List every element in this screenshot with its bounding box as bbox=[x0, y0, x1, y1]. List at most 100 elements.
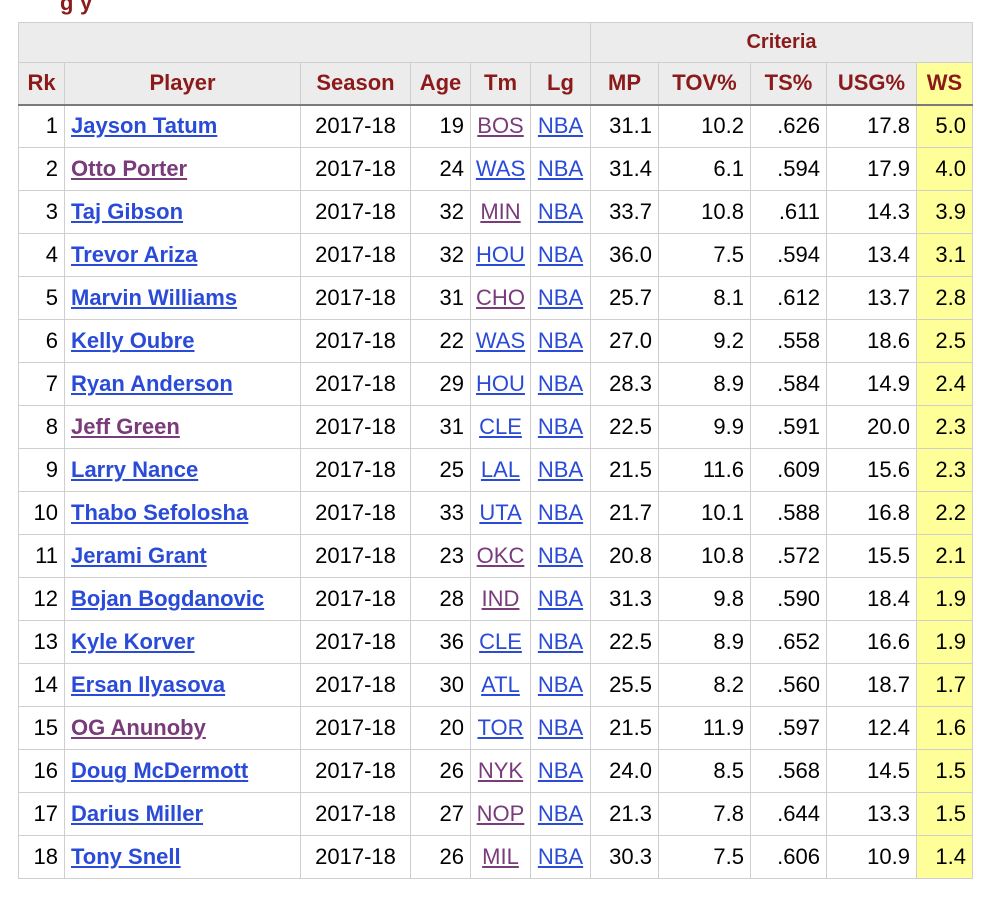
column-header-lg[interactable]: Lg bbox=[530, 62, 591, 106]
league-link[interactable]: NBA bbox=[537, 543, 584, 568]
season-cell: 2017-18 bbox=[300, 362, 411, 406]
tov-pct-cell: 9.2 bbox=[658, 319, 751, 363]
league-cell: NBA bbox=[530, 491, 591, 535]
column-header-tov-pct[interactable]: TOV% bbox=[658, 62, 751, 106]
player-link[interactable]: Ersan Ilyasova bbox=[71, 672, 226, 697]
team-link[interactable]: MIN bbox=[480, 199, 521, 224]
league-link[interactable]: NBA bbox=[537, 199, 584, 224]
player-cell: Tony Snell bbox=[64, 835, 301, 879]
league-cell: NBA bbox=[530, 104, 591, 148]
column-header-ts-pct[interactable]: TS% bbox=[750, 62, 827, 106]
league-link[interactable]: NBA bbox=[537, 758, 584, 783]
team-link[interactable]: HOU bbox=[476, 242, 525, 267]
season-cell: 2017-18 bbox=[300, 276, 411, 320]
rank-cell: 12 bbox=[18, 577, 65, 621]
team-link[interactable]: CHO bbox=[476, 285, 525, 310]
ts-pct-cell: .597 bbox=[750, 706, 827, 750]
player-link[interactable]: OG Anunoby bbox=[71, 715, 206, 740]
column-header-season[interactable]: Season bbox=[300, 62, 411, 106]
mp-cell: 31.3 bbox=[590, 577, 659, 621]
usg-pct-cell: 16.6 bbox=[826, 620, 917, 664]
player-link[interactable]: Thabo Sefolosha bbox=[71, 500, 249, 525]
player-link[interactable]: Larry Nance bbox=[71, 457, 199, 482]
tov-pct-cell: 6.1 bbox=[658, 147, 751, 191]
overheader-blank bbox=[18, 22, 591, 63]
league-link[interactable]: NBA bbox=[537, 242, 584, 267]
team-link[interactable]: OKC bbox=[476, 543, 525, 568]
usg-pct-cell: 14.3 bbox=[826, 190, 917, 234]
team-cell: LAL bbox=[470, 448, 531, 492]
rank-cell: 8 bbox=[18, 405, 65, 449]
league-link[interactable]: NBA bbox=[537, 457, 584, 482]
team-cell: OKC bbox=[470, 534, 531, 578]
player-link[interactable]: Jayson Tatum bbox=[71, 113, 218, 139]
team-link[interactable]: TOR bbox=[477, 715, 524, 740]
league-link[interactable]: NBA bbox=[537, 285, 584, 310]
column-header-usg-pct[interactable]: USG% bbox=[826, 62, 917, 106]
player-link[interactable]: Marvin Williams bbox=[71, 285, 238, 310]
ws-cell: 1.6 bbox=[916, 706, 973, 750]
league-link[interactable]: NBA bbox=[537, 113, 584, 139]
league-link[interactable]: NBA bbox=[537, 500, 584, 525]
column-header-ws[interactable]: WS bbox=[916, 62, 973, 106]
player-link[interactable]: Jeff Green bbox=[71, 414, 180, 439]
player-link[interactable]: Kyle Korver bbox=[71, 629, 195, 654]
team-link[interactable]: NOP bbox=[476, 801, 525, 826]
player-link[interactable]: Taj Gibson bbox=[71, 199, 184, 224]
league-cell: NBA bbox=[530, 405, 591, 449]
player-link[interactable]: Kelly Oubre bbox=[71, 328, 195, 353]
age-cell: 31 bbox=[410, 405, 471, 449]
team-link[interactable]: WAS bbox=[475, 328, 526, 353]
team-link[interactable]: LAL bbox=[480, 457, 521, 482]
ts-pct-cell: .584 bbox=[750, 362, 827, 406]
column-header-rk[interactable]: Rk bbox=[18, 62, 65, 106]
team-link[interactable]: UTA bbox=[479, 500, 522, 525]
usg-pct-cell: 17.9 bbox=[826, 147, 917, 191]
age-cell: 31 bbox=[410, 276, 471, 320]
team-cell: CLE bbox=[470, 620, 531, 664]
mp-cell: 31.4 bbox=[590, 147, 659, 191]
rank-cell: 1 bbox=[18, 104, 65, 148]
column-header-age[interactable]: Age bbox=[410, 62, 471, 106]
team-link[interactable]: CLE bbox=[479, 629, 522, 654]
player-link[interactable]: Jerami Grant bbox=[71, 543, 207, 568]
team-link[interactable]: WAS bbox=[475, 156, 526, 181]
league-link[interactable]: NBA bbox=[537, 672, 584, 697]
league-link[interactable]: NBA bbox=[537, 586, 584, 611]
team-cell: NOP bbox=[470, 792, 531, 836]
table-row: 8 Jeff Green 2017-18 31 CLE NBA 22.5 9.9.591 20.… bbox=[18, 405, 973, 449]
player-link[interactable]: Darius Miller bbox=[71, 801, 204, 826]
ts-pct-cell: .644 bbox=[750, 792, 827, 836]
rank-cell: 16 bbox=[18, 749, 65, 793]
player-link[interactable]: Ryan Anderson bbox=[71, 371, 233, 396]
league-link[interactable]: NBA bbox=[537, 629, 584, 654]
table-row: 14 Ersan Ilyasova 2017-18 30 ATL NBA 25.5 8.2.5… bbox=[18, 663, 973, 707]
season-cell: 2017-18 bbox=[300, 620, 411, 664]
team-link[interactable]: HOU bbox=[476, 371, 525, 396]
league-link[interactable]: NBA bbox=[537, 844, 584, 869]
player-link[interactable]: Tony Snell bbox=[71, 844, 181, 869]
league-link[interactable]: NBA bbox=[537, 715, 584, 740]
column-header-mp[interactable]: MP bbox=[590, 62, 659, 106]
ws-cell: 5.0 bbox=[916, 104, 973, 148]
league-link[interactable]: NBA bbox=[537, 801, 584, 826]
team-link[interactable]: CLE bbox=[479, 414, 522, 439]
player-link[interactable]: Bojan Bogdanovic bbox=[71, 586, 265, 611]
column-header-player[interactable]: Player bbox=[64, 62, 301, 106]
player-link[interactable]: Otto Porter bbox=[71, 156, 188, 181]
league-link[interactable]: NBA bbox=[537, 328, 584, 353]
team-link[interactable]: MIL bbox=[482, 844, 519, 869]
team-link[interactable]: IND bbox=[481, 586, 520, 611]
column-header-tm[interactable]: Tm bbox=[470, 62, 531, 106]
league-link[interactable]: NBA bbox=[537, 156, 584, 181]
player-link[interactable]: Trevor Ariza bbox=[71, 242, 198, 267]
mp-cell: 25.5 bbox=[590, 663, 659, 707]
league-link[interactable]: NBA bbox=[537, 371, 584, 396]
usg-pct-cell: 20.0 bbox=[826, 405, 917, 449]
team-link[interactable]: BOS bbox=[477, 113, 524, 139]
league-link[interactable]: NBA bbox=[537, 414, 584, 439]
table-row: 15 OG Anunoby 2017-18 20 TOR NBA 21.5 11.9.597 1… bbox=[18, 706, 973, 750]
team-link[interactable]: ATL bbox=[481, 672, 520, 697]
team-link[interactable]: NYK bbox=[477, 758, 524, 783]
player-link[interactable]: Doug McDermott bbox=[71, 758, 249, 783]
